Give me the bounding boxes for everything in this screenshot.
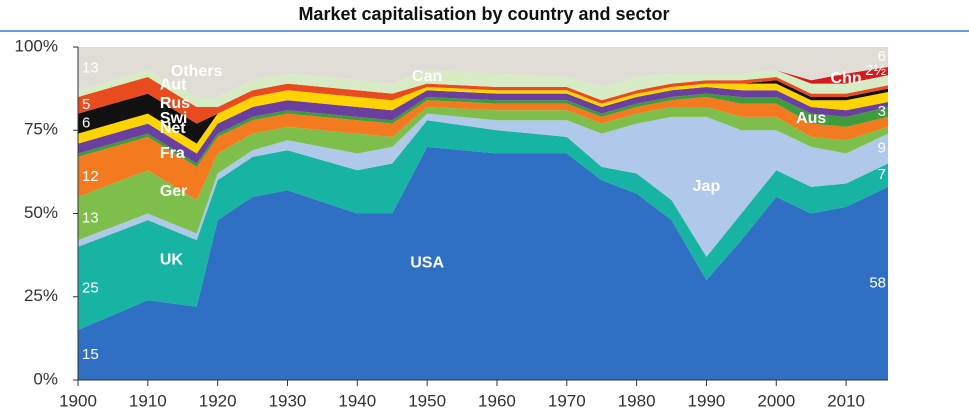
series-label: Rus — [160, 95, 190, 112]
y-tick-label: 100% — [15, 36, 58, 55]
series-label: UK — [160, 251, 184, 268]
series-label: Chn — [831, 70, 862, 87]
x-tick-label: 2000 — [757, 391, 795, 410]
x-tick-label: 1920 — [199, 391, 237, 410]
x-tick-label: 2010 — [827, 391, 865, 410]
value-label: 12 — [82, 168, 99, 185]
x-tick-label: 1980 — [618, 391, 656, 410]
x-tick-label: 1950 — [408, 391, 446, 410]
value-label: 6 — [82, 115, 90, 132]
x-tick-label: 1930 — [269, 391, 307, 410]
series-label: USA — [410, 255, 444, 272]
area — [78, 120, 888, 331]
series-label: Aut — [160, 77, 187, 94]
chart-title: Market capitalisation by country and sec… — [298, 4, 669, 24]
series-label: Can — [412, 68, 442, 85]
y-tick-label: 75% — [24, 120, 58, 139]
value-label: 7 — [878, 166, 886, 183]
area — [78, 146, 888, 380]
area — [78, 47, 888, 97]
value-label: 6 — [878, 48, 886, 65]
value-label: 2½ — [865, 62, 886, 79]
value-label: 13 — [82, 209, 99, 226]
series-label: Aus — [796, 110, 826, 127]
value-label: 3 — [878, 103, 886, 120]
series-label: Swi — [160, 110, 188, 127]
series-label: Net — [160, 120, 186, 137]
area — [78, 83, 888, 154]
x-tick-label: 1900 — [59, 391, 97, 410]
area — [78, 70, 888, 107]
value-label: 9 — [878, 140, 886, 157]
area — [78, 106, 888, 241]
value-label: 15 — [82, 346, 99, 363]
x-tick-label: 1940 — [338, 391, 376, 410]
series-label: Ger — [160, 183, 188, 200]
value-label: 13 — [82, 60, 99, 77]
series-label: Jap — [693, 178, 721, 195]
area — [78, 93, 888, 167]
y-tick-label: 25% — [24, 286, 58, 305]
x-tick-label: 1960 — [478, 391, 516, 410]
area — [78, 76, 888, 124]
x-tick-label: 1910 — [129, 391, 167, 410]
area — [78, 96, 888, 201]
series-label: Others — [171, 63, 223, 80]
areas — [78, 47, 888, 380]
area — [78, 113, 888, 257]
value-label: 58 — [869, 274, 886, 291]
y-tick-label: 50% — [24, 203, 58, 222]
value-label: 25 — [82, 279, 99, 296]
x-tick-label: 1990 — [688, 391, 726, 410]
area — [78, 86, 888, 164]
value-label: 5 — [82, 96, 90, 113]
y-tick-label: 0% — [33, 369, 58, 388]
series-label: Fra — [160, 145, 185, 162]
x-tick-label: 1970 — [548, 391, 586, 410]
